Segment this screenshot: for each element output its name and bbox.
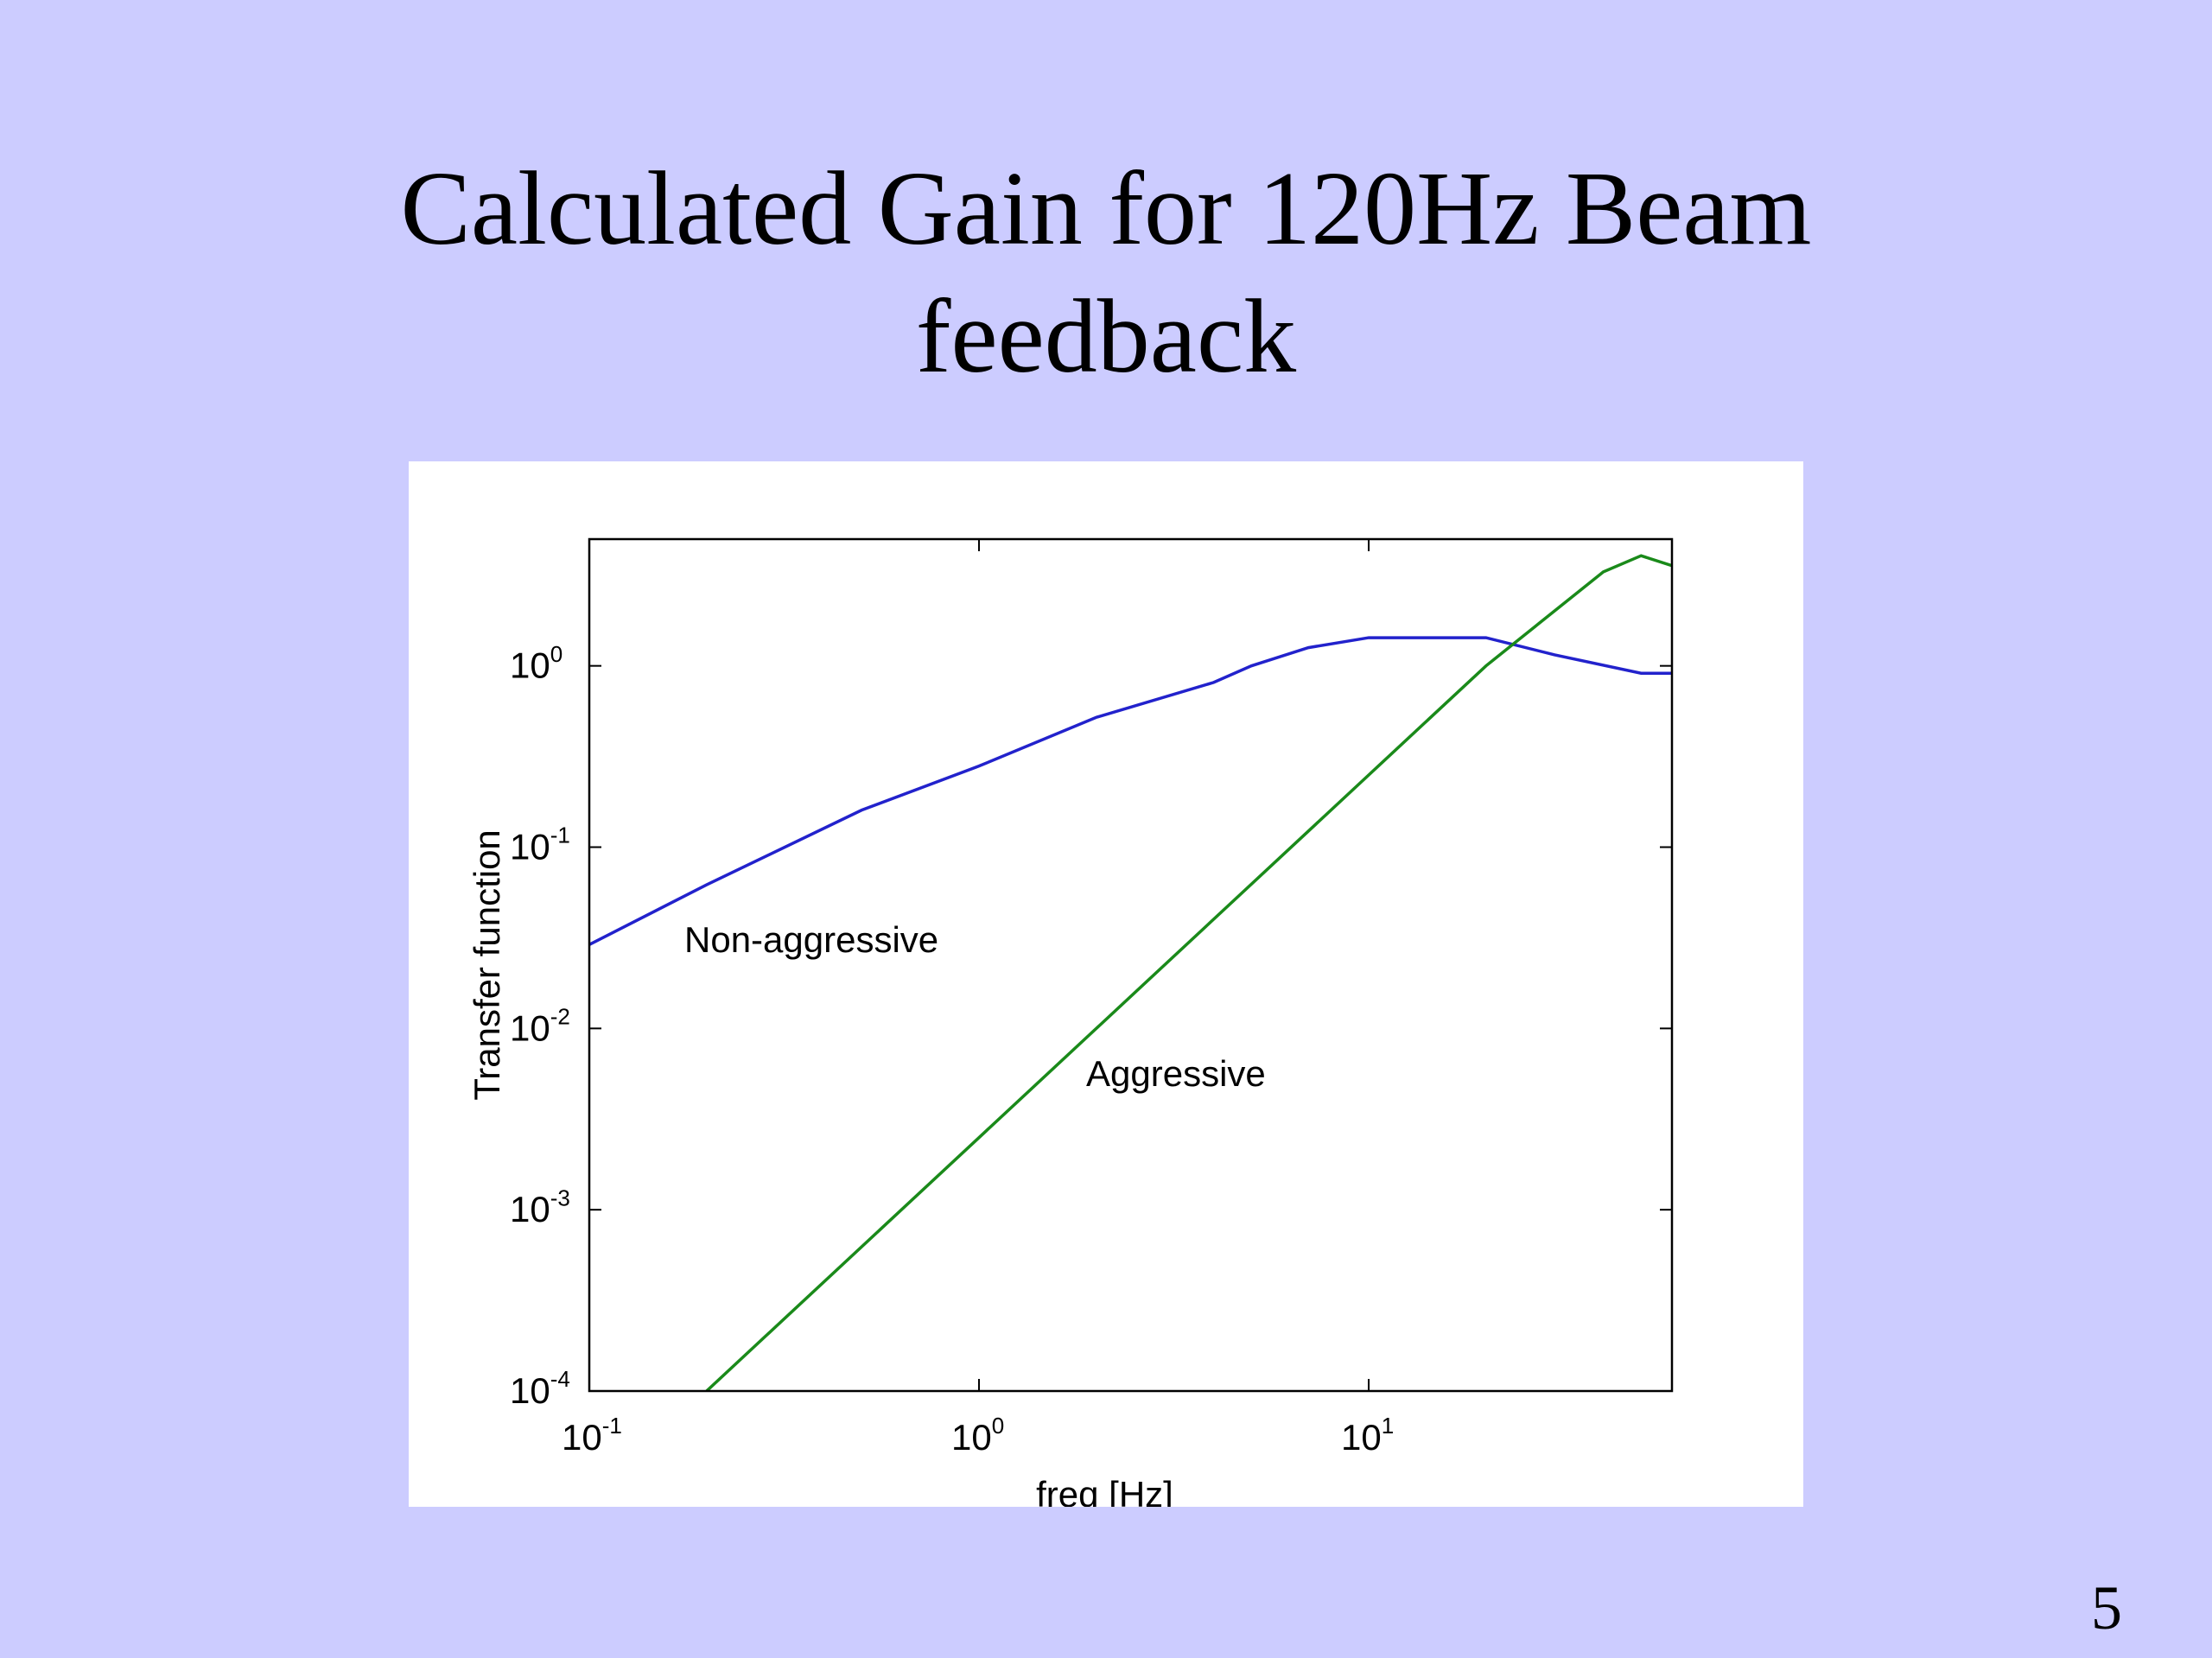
x-tick-label-base: 10 (562, 1417, 602, 1458)
y-tick-label-exponent: -2 (550, 1003, 570, 1029)
y-tick-label: 10-3 (510, 1185, 570, 1229)
x-tick-label: 100 (951, 1413, 1004, 1458)
y-tick-label: 10-4 (510, 1366, 570, 1411)
y-tick-label-exponent: 0 (550, 641, 563, 667)
y-tick-label-base: 10 (510, 645, 550, 686)
y-tick-label-exponent: -1 (550, 823, 570, 848)
series-line (589, 636, 1672, 946)
chart-background (409, 461, 1803, 1507)
y-tick-label-base: 10 (510, 1007, 550, 1048)
y-tick-label-base: 10 (510, 827, 550, 867)
series-label: Aggressive (1086, 1053, 1266, 1094)
y-axis-label: Transfer function (467, 829, 507, 1101)
x-tick-label: 101 (1341, 1413, 1394, 1458)
y-tick-label-exponent: -3 (550, 1185, 570, 1210)
series-line (705, 554, 1672, 1391)
series-label: Non-aggressive (684, 919, 938, 960)
slide-title: Calculated Gain for 120Hz Beam feedback (400, 150, 1812, 395)
x-tick-label-base: 10 (1341, 1417, 1382, 1458)
x-tick-label-exponent: 1 (1382, 1413, 1394, 1439)
slide-number: 5 (2091, 1573, 2122, 1642)
x-tick-label-base: 10 (951, 1417, 992, 1458)
plot-frame (588, 537, 1674, 1393)
chart: 10-1 100 10110-410-310-210-1100Non-aggress… (409, 461, 1803, 1507)
y-tick-label: 10-1 (510, 823, 570, 867)
y-tick-label: 100 (510, 641, 563, 686)
y-tick-label: 10-2 (510, 1003, 570, 1048)
x-tick-label-exponent: -1 (602, 1413, 622, 1439)
y-tick-label-base: 10 (510, 1370, 550, 1411)
y-tick-label-base: 10 (510, 1189, 550, 1229)
x-tick-label: 10-1 (562, 1413, 622, 1458)
x-axis-label: freq [Hz] (1036, 1474, 1173, 1507)
x-tick-label-exponent: 0 (992, 1413, 1004, 1439)
y-tick-label-exponent: -4 (550, 1366, 570, 1392)
